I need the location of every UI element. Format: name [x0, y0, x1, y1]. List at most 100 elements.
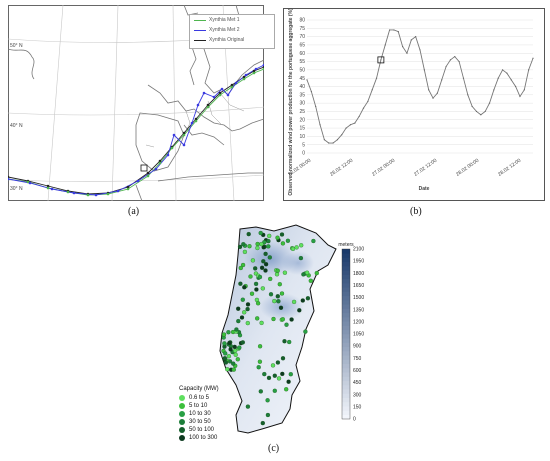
- data-point-31: [441, 79, 443, 81]
- wind-farm-142: [245, 306, 250, 312]
- colorbar-segment-33: [342, 274, 350, 280]
- legend-item-met2: Xynthia Met 2: [190, 25, 274, 35]
- track-point-orig-6: [126, 185, 130, 189]
- data-point-25: [415, 36, 417, 38]
- capacity-label-4: 50 to 100: [189, 427, 215, 433]
- wind-farm-54: [268, 276, 273, 282]
- track-point-met2-11: [190, 121, 194, 125]
- track-point-met1-4: [86, 193, 90, 197]
- panel-b-chart: 0 5 10 15 20 25 30 35 40 45 50 55 60 65 70 75 80 26.02 0…: [283, 8, 545, 201]
- wind-farm-138: [305, 296, 311, 301]
- y-tick-15: 75: [299, 26, 305, 32]
- track-point-met1-13: [218, 93, 222, 97]
- wind-farm-75: [248, 274, 253, 279]
- capacity-legend-item-0: 0.6 to 5: [179, 394, 241, 402]
- wind-farm-110: [246, 231, 251, 237]
- data-point-2: [315, 105, 317, 108]
- track-point-met1-6: [126, 187, 130, 191]
- colorbar-segment-14: [342, 355, 350, 360]
- wind-farm-81: [236, 306, 241, 311]
- wind-farm-101: [291, 299, 297, 305]
- track-point-met1-14: [230, 85, 234, 89]
- wind-farm-76: [277, 282, 282, 287]
- wind-farm-0: [280, 241, 286, 246]
- colorbar-segment-20: [342, 329, 350, 335]
- colorbar-segment-38: [342, 253, 350, 258]
- wind-farm-125: [233, 352, 238, 357]
- colorbar-tick-14: 2100: [353, 247, 364, 253]
- colorbar-segment-23: [342, 317, 350, 322]
- colorbar-segment-34: [342, 270, 350, 275]
- track-point-orig-15: [242, 75, 246, 79]
- wind-farm-40: [280, 371, 285, 377]
- track-point-met2-17: [234, 81, 238, 85]
- y-axis-label: Observed normalized wind power productio…: [288, 8, 294, 196]
- colorbar-segment-24: [342, 312, 350, 318]
- data-point-51: [528, 69, 530, 71]
- colorbar-segment-27: [342, 300, 350, 305]
- y-tick-0: 0: [302, 151, 305, 157]
- colorbar-segment-2: [342, 406, 350, 411]
- data-point-19: [388, 29, 391, 31]
- wind-farm-93: [255, 301, 261, 306]
- capacity-dot-5: [179, 435, 185, 441]
- y-tick-7: 35: [299, 92, 305, 98]
- wind-farm-65: [235, 357, 240, 362]
- country-borders: [145, 92, 245, 148]
- track-point-met2-15: [220, 87, 224, 91]
- colorbar-tick-11: 1650: [353, 283, 364, 289]
- wind-farm-132: [242, 285, 247, 290]
- marker-box-b: [377, 56, 385, 64]
- wind-farm-15: [256, 365, 261, 370]
- wind-farm-106: [266, 238, 271, 244]
- wind-farm-88: [311, 238, 316, 244]
- wind-farm-134: [308, 278, 313, 283]
- wind-farm-112: [259, 320, 264, 326]
- data-point-21: [397, 31, 399, 33]
- track-point-orig-11: [194, 117, 198, 121]
- wind-farm-39: [270, 363, 276, 368]
- colorbar-segment-0: [342, 414, 350, 420]
- wind-farm-29: [275, 235, 280, 240]
- wind-farm-136: [223, 360, 229, 365]
- chart-frame: [283, 8, 545, 201]
- wind-farm-25: [237, 244, 243, 250]
- panel-c-map: meters 0 150 300 450 600 750 900 1050 1200 1350 15…: [178, 219, 372, 441]
- wind-farm-95: [275, 268, 280, 273]
- track-point-met2-16: [226, 93, 230, 97]
- wind-farm-4: [223, 351, 228, 356]
- wind-farm-72: [257, 344, 263, 349]
- data-point-26: [419, 49, 421, 51]
- data-point-0: [306, 79, 308, 81]
- track-point-met1-10: [182, 133, 186, 137]
- caption-c: (c): [268, 443, 280, 454]
- track-point-met2-5: [116, 189, 120, 193]
- wind-farm-27: [245, 320, 250, 326]
- wind-farm-135: [241, 242, 246, 247]
- track-point-met1-5: [106, 192, 110, 196]
- wind-farm-94: [228, 347, 233, 352]
- data-point-44: [497, 77, 499, 79]
- colorbar-segment-32: [342, 278, 350, 284]
- wind-farm-28: [278, 305, 284, 310]
- data-point-28: [428, 89, 430, 91]
- data-point-35: [458, 60, 460, 63]
- capacity-legend-item-1: 5 to 10: [179, 402, 241, 410]
- wind-farm-5: [239, 315, 245, 320]
- colorbar-tick-6: 900: [353, 344, 362, 350]
- wind-farm-45: [288, 372, 293, 377]
- track-point-orig-8: [158, 159, 162, 163]
- colorbar-segment-39: [342, 249, 350, 254]
- capacity-legend-item-4: 50 to 100: [179, 426, 241, 434]
- data-point-22: [402, 46, 404, 48]
- portugal-capacity-map: meters 0 150 300 450 600 750 900 1050 1200 1350 15…: [178, 219, 372, 440]
- legend-item-original: Xynthia Original: [190, 35, 274, 45]
- wind-farm-145: [280, 317, 285, 322]
- data-point-4: [323, 139, 325, 141]
- data-point-39: [475, 110, 478, 113]
- wind-farm-146: [222, 341, 227, 346]
- legend-a: Xynthia Met 1 Xynthia Met 2 Xynthia Orig…: [189, 14, 275, 49]
- colorbar-segment-7: [342, 385, 350, 390]
- wind-farm-59: [263, 251, 268, 257]
- data-point-6: [332, 142, 334, 144]
